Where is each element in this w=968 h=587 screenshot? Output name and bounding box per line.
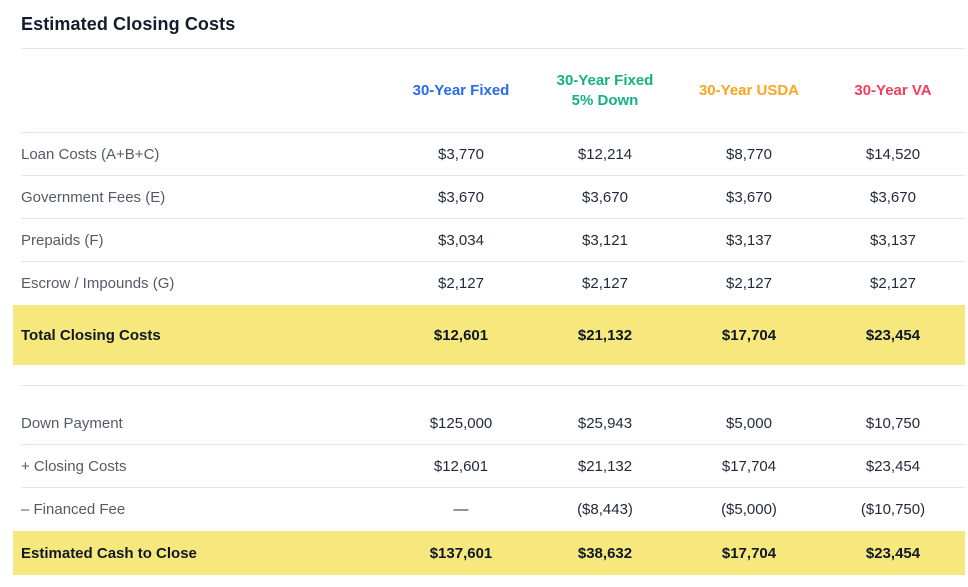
cell-value: $3,670 [582,188,628,206]
cell-value: $125,000 [429,414,493,432]
cell-value: $10,750 [865,414,921,432]
total-cell-value: $23,454 [865,544,921,562]
cell-value: $25,943 [577,414,633,432]
closing-costs-section: Loan Costs (A+B+C) $3,770 $12,214 $8,770… [21,133,965,305]
table-row-plus-closing-costs: + Closing Costs $12,601 $21,132 $17,704 … [21,445,965,488]
total-cell-value: $38,632 [577,544,633,562]
table-row-prepaids: Prepaids (F) $3,034 $3,121 $3,137 $3,137 [21,219,965,262]
column-header-30-year-fixed-5-down: 30-Year Fixed 5% Down [533,71,677,111]
total-row-label: Total Closing Costs [21,326,161,344]
column-header-30-year-usda: 30-Year USDA [677,81,821,101]
cell-value: $21,132 [577,457,633,475]
column-header-label: 30-Year Fixed 5% Down [556,71,654,109]
cell-value: $2,127 [870,275,916,292]
section-divider [21,365,965,386]
table-row-loan-costs: Loan Costs (A+B+C) $3,770 $12,214 $8,770… [21,133,965,176]
cash-to-close-section: Down Payment $125,000 $25,943 $5,000 $10… [21,402,965,531]
column-header-30-year-fixed: 30-Year Fixed [389,81,533,101]
column-header-label: 30-Year Fixed [412,81,510,99]
row-label: Government Fees (E) [21,188,166,206]
cell-value: $17,704 [721,457,777,475]
row-label: Down Payment [21,414,123,432]
row-label: – Financed Fee [21,501,126,518]
cell-value: $5,000 [726,414,772,432]
cell-value: $2,127 [582,275,628,292]
table-row-government-fees: Government Fees (E) $3,670 $3,670 $3,670… [21,176,965,219]
total-cell-value: $137,601 [429,544,493,562]
estimated-cash-to-close-row: Estimated Cash to Close $137,601 $38,632… [13,531,965,575]
title-block: Estimated Closing Costs [21,0,965,49]
cell-value: $14,520 [865,145,921,163]
cell-value: $8,770 [726,145,772,163]
total-cell-value: $17,704 [721,544,777,562]
column-header-label: 30-Year VA [854,81,932,99]
table-row-minus-financed-fee: – Financed Fee — ($8,443) ($5,000) ($10,… [21,488,965,531]
total-row-label: Estimated Cash to Close [21,544,197,562]
total-cell-value: $17,704 [721,326,777,344]
column-header-30-year-va: 30-Year VA [821,81,965,101]
cell-value: $3,137 [726,231,772,249]
column-header-label: 30-Year USDA [698,81,800,99]
cell-value: $3,670 [438,188,484,206]
row-label: Prepaids (F) [21,231,104,249]
row-label: Escrow / Impounds (G) [21,275,175,292]
row-label: + Closing Costs [21,457,127,475]
cell-value: $3,670 [726,188,772,206]
row-label: Loan Costs (A+B+C) [21,145,160,163]
cell-value: $3,034 [438,231,484,249]
cell-value: $2,127 [726,275,772,292]
cell-value: — [453,501,469,518]
cell-value: $23,454 [865,457,921,475]
table-row-escrow-impounds: Escrow / Impounds (G) $2,127 $2,127 $2,1… [21,262,965,305]
cell-value: ($10,750) [860,501,926,518]
page-title: Estimated Closing Costs [21,14,236,34]
cell-value: $3,770 [438,145,484,163]
total-cell-value: $23,454 [865,326,921,344]
total-cell-value: $21,132 [577,326,633,344]
cell-value: ($5,000) [721,501,777,518]
cell-value: $12,214 [577,145,633,163]
total-closing-costs-row: Total Closing Costs $12,601 $21,132 $17,… [13,305,965,365]
cell-value: $12,601 [433,457,489,475]
closing-costs-panel: Estimated Closing Costs 30-Year Fixed 30… [13,0,965,575]
cell-value: $3,121 [582,231,628,249]
table-row-down-payment: Down Payment $125,000 $25,943 $5,000 $10… [21,402,965,445]
cell-value: ($8,443) [577,501,633,518]
table-header-row: 30-Year Fixed 30-Year Fixed 5% Down 30-Y… [21,49,965,133]
total-cell-value: $12,601 [433,326,489,344]
cell-value: $3,137 [870,231,916,249]
cell-value: $3,670 [870,188,916,206]
cell-value: $2,127 [438,275,484,292]
